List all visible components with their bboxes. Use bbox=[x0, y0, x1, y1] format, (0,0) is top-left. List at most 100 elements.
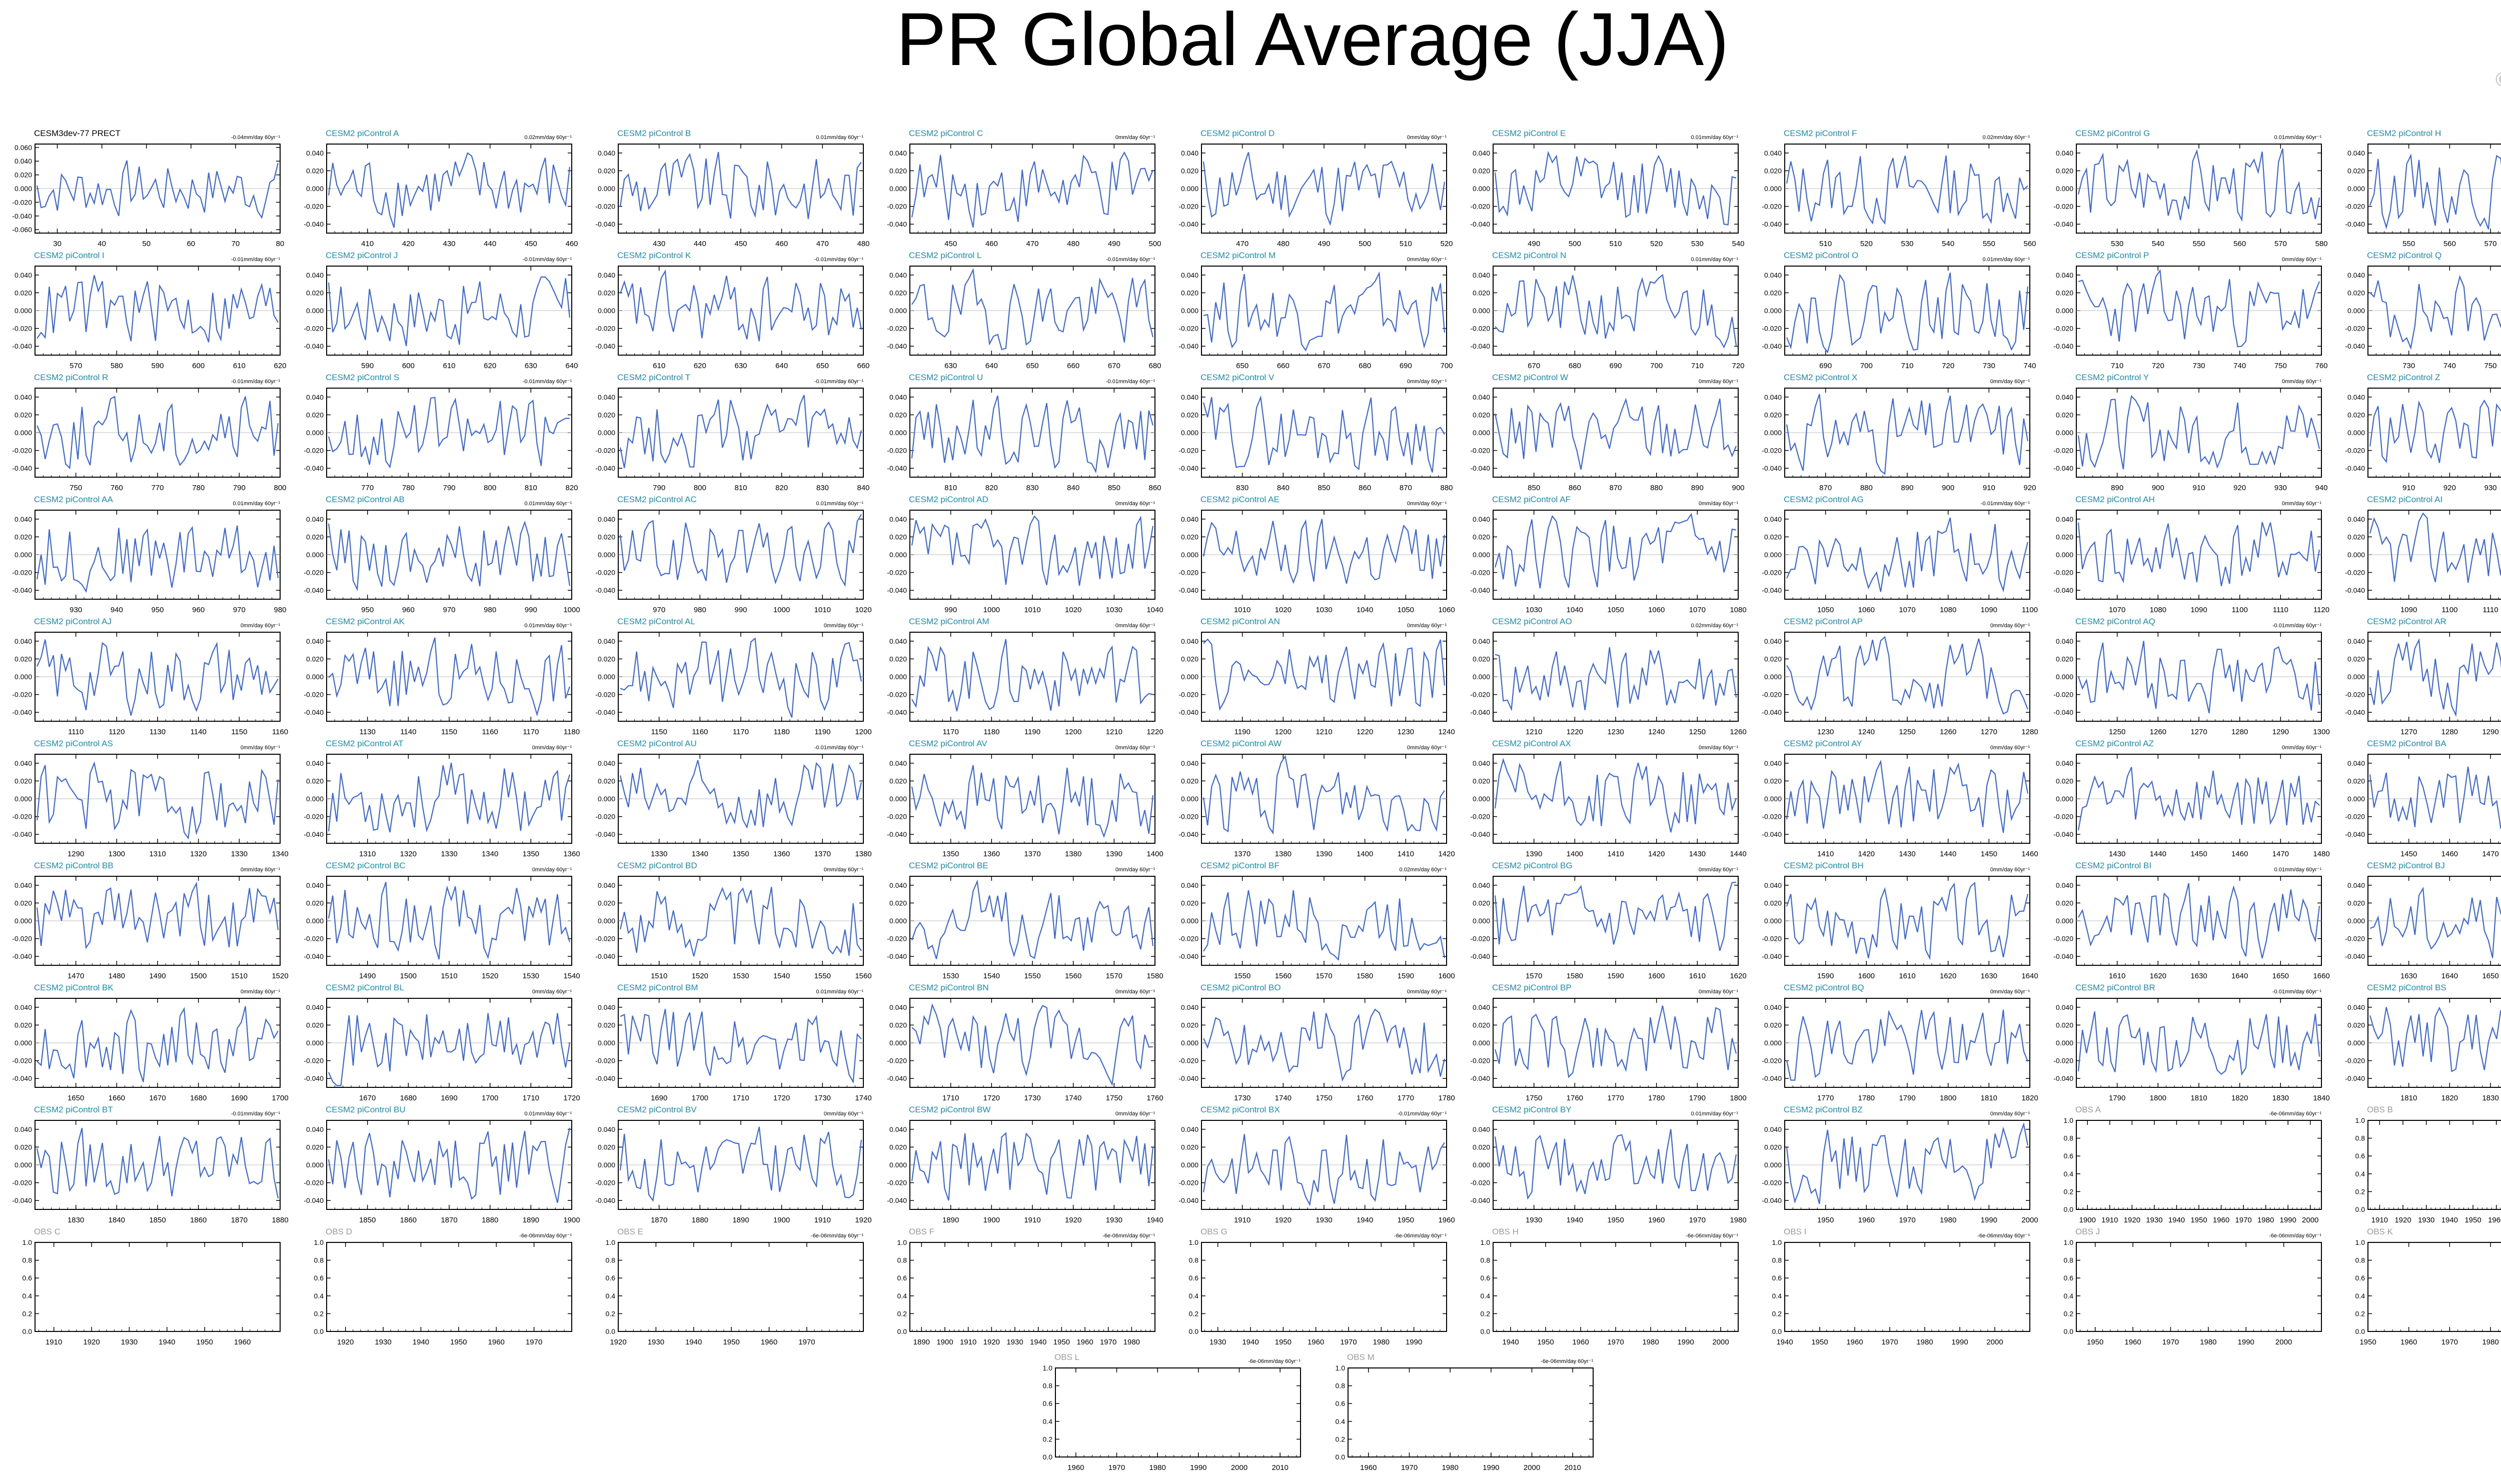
model-panel: CESM2 piControl N 0.01mm/day 60yr⁻¹ 0.040 0… bbox=[1470, 251, 1744, 370]
x-tick-label: 1200 bbox=[855, 728, 871, 736]
series-line bbox=[2078, 883, 2320, 959]
panel-title: CESM3dev-77 PRECT bbox=[34, 129, 121, 138]
x-tick-label: 440 bbox=[694, 240, 706, 248]
x-tick-label: 640 bbox=[565, 362, 578, 370]
x-tick-label: 950 bbox=[151, 606, 164, 614]
y-tick-label: -0.040 bbox=[1470, 952, 1490, 960]
x-tick-label: 1560 bbox=[1275, 972, 1292, 980]
x-tick-label: 1170 bbox=[733, 728, 749, 736]
y-tick-label: -0.020 bbox=[12, 813, 32, 821]
panel-title: CESM2 piControl BA bbox=[2367, 739, 2446, 748]
y-tick-label: -0.040 bbox=[595, 220, 615, 228]
watermark: © CVDP-LE bbox=[2495, 69, 2501, 91]
x-tick-label: 1480 bbox=[2313, 850, 2329, 858]
series-line bbox=[2077, 395, 2320, 470]
panel-trend: 0mm/day 60yr⁻¹ bbox=[824, 623, 863, 629]
panel-title: CESM2 piControl V bbox=[1200, 373, 1275, 382]
series-line bbox=[911, 151, 1154, 228]
x-tick-label: 560 bbox=[2443, 240, 2456, 248]
x-tick-label: 1270 bbox=[2400, 728, 2417, 736]
model-panel: CESM2 piControl AD 0mm/day 60yr⁻¹ 0.040 0.0… bbox=[887, 495, 1163, 614]
y-tick-label: 0.020 bbox=[1764, 1021, 1782, 1029]
x-tick-label: 1500 bbox=[190, 972, 207, 980]
panel-trend: 0mm/day 60yr⁻¹ bbox=[824, 867, 863, 873]
x-tick-label: 1050 bbox=[1607, 606, 1624, 614]
model-panel: CESM2 piControl AZ 0mm/day 60yr⁻¹ 0.040 0.0… bbox=[2053, 739, 2329, 858]
series-line bbox=[328, 762, 571, 833]
x-tick-label: 840 bbox=[1067, 484, 1079, 492]
panel-title: CESM2 piControl AV bbox=[909, 739, 987, 748]
x-tick-label: 1580 bbox=[1357, 972, 1373, 980]
y-tick-label: -0.020 bbox=[1178, 935, 1198, 943]
model-panel: CESM2 piControl W 0mm/day 60yr⁻¹ 0.040 0.02… bbox=[1470, 373, 1744, 492]
y-tick-label: -0.020 bbox=[12, 325, 32, 333]
model-panel: CESM2 piControl AQ -0.01mm/day 60yr⁻¹ 0.04… bbox=[2053, 617, 2329, 736]
x-tick-label: 980 bbox=[274, 606, 286, 614]
y-tick-label: -0.020 bbox=[1178, 813, 1198, 821]
y-tick-label: -0.040 bbox=[304, 342, 324, 350]
y-tick-label: 0.040 bbox=[15, 759, 32, 767]
y-tick-label: 0.040 bbox=[1764, 637, 1782, 645]
panel-title: CESM2 piControl T bbox=[617, 373, 690, 382]
y-tick-label: -0.040 bbox=[595, 342, 615, 350]
y-tick-label: 0.020 bbox=[1764, 289, 1782, 297]
model-panel: CESM2 piControl P 0mm/day 60yr⁻¹ 0.040 0.02… bbox=[2053, 251, 2327, 370]
y-tick-label: 0.020 bbox=[1764, 899, 1782, 907]
x-tick-label: 470 bbox=[816, 240, 829, 248]
y-tick-label: 0.040 bbox=[306, 515, 324, 523]
x-tick-label: 1700 bbox=[272, 1094, 288, 1102]
y-tick-label: -0.020 bbox=[1178, 1057, 1198, 1065]
panel-title: CESM2 piControl J bbox=[326, 251, 398, 260]
x-tick-label: 430 bbox=[653, 240, 665, 248]
x-tick-label: 1520 bbox=[482, 972, 498, 980]
x-tick-label: 1770 bbox=[1398, 1094, 1414, 1102]
y-tick-label: 0.000 bbox=[15, 307, 32, 315]
y-tick-label: 0.000 bbox=[2347, 185, 2365, 193]
x-tick-label: 1310 bbox=[149, 850, 166, 858]
y-tick-label: 0.040 bbox=[1764, 149, 1782, 157]
x-tick-label: 1280 bbox=[2441, 728, 2458, 736]
y-tick-label: 0.000 bbox=[598, 1039, 615, 1047]
x-tick-label: 80 bbox=[276, 240, 285, 248]
series-line bbox=[1203, 890, 1446, 961]
y-tick-label: 0.040 bbox=[889, 149, 907, 157]
series-line bbox=[36, 881, 279, 949]
y-tick-label: -0.020 bbox=[1470, 447, 1490, 455]
x-tick-label: 960 bbox=[192, 606, 205, 614]
x-tick-label: 1070 bbox=[1899, 606, 1915, 614]
panel-trend: -0.01mm/day 60yr⁻¹ bbox=[1106, 257, 1155, 263]
x-tick-label: 470 bbox=[1236, 240, 1248, 248]
y-tick-label: 0.040 bbox=[598, 1003, 615, 1011]
x-tick-label: 1570 bbox=[1106, 972, 1122, 980]
y-tick-label: 0.000 bbox=[1181, 1039, 1198, 1047]
y-tick-label: -0.020 bbox=[2053, 1057, 2073, 1065]
y-tick-label: 0.040 bbox=[1764, 393, 1782, 401]
x-tick-label: 1760 bbox=[1357, 1094, 1373, 1102]
x-tick-label: 1540 bbox=[773, 972, 790, 980]
y-tick-label: 0.020 bbox=[1764, 411, 1782, 419]
x-tick-label: 710 bbox=[1901, 362, 1913, 370]
panel-trend: 0.01mm/day 60yr⁻¹ bbox=[816, 135, 864, 141]
x-tick-label: 540 bbox=[2152, 240, 2164, 248]
y-tick-label: 0.020 bbox=[2056, 899, 2073, 907]
panel-trend: 0mm/day 60yr⁻¹ bbox=[532, 867, 572, 873]
y-tick-label: -0.040 bbox=[12, 586, 32, 594]
y-tick-label: 0.020 bbox=[2056, 655, 2073, 663]
x-tick-label: 1380 bbox=[1065, 850, 1081, 858]
y-tick-label: 0.020 bbox=[2347, 533, 2365, 541]
y-tick-label: 0.000 bbox=[2347, 795, 2365, 803]
y-tick-label: 0.040 bbox=[306, 759, 324, 767]
y-tick-label: 0.040 bbox=[15, 637, 32, 645]
panel-trend: 0mm/day 60yr⁻¹ bbox=[1699, 379, 1738, 385]
panel-title: CESM2 piControl AX bbox=[1492, 739, 1571, 748]
x-tick-label: 770 bbox=[151, 484, 164, 492]
x-tick-label: 1620 bbox=[1940, 972, 1956, 980]
panel-trend: 0mm/day 60yr⁻¹ bbox=[532, 989, 572, 995]
x-tick-label: 720 bbox=[2152, 362, 2164, 370]
y-tick-label: -0.040 bbox=[2053, 220, 2073, 228]
x-tick-label: 1060 bbox=[1648, 606, 1665, 614]
y-tick-label: -0.020 bbox=[1470, 203, 1490, 211]
x-tick-label: 610 bbox=[443, 362, 455, 370]
x-tick-label: 450 bbox=[734, 240, 747, 248]
x-tick-label: 1250 bbox=[2109, 728, 2125, 736]
